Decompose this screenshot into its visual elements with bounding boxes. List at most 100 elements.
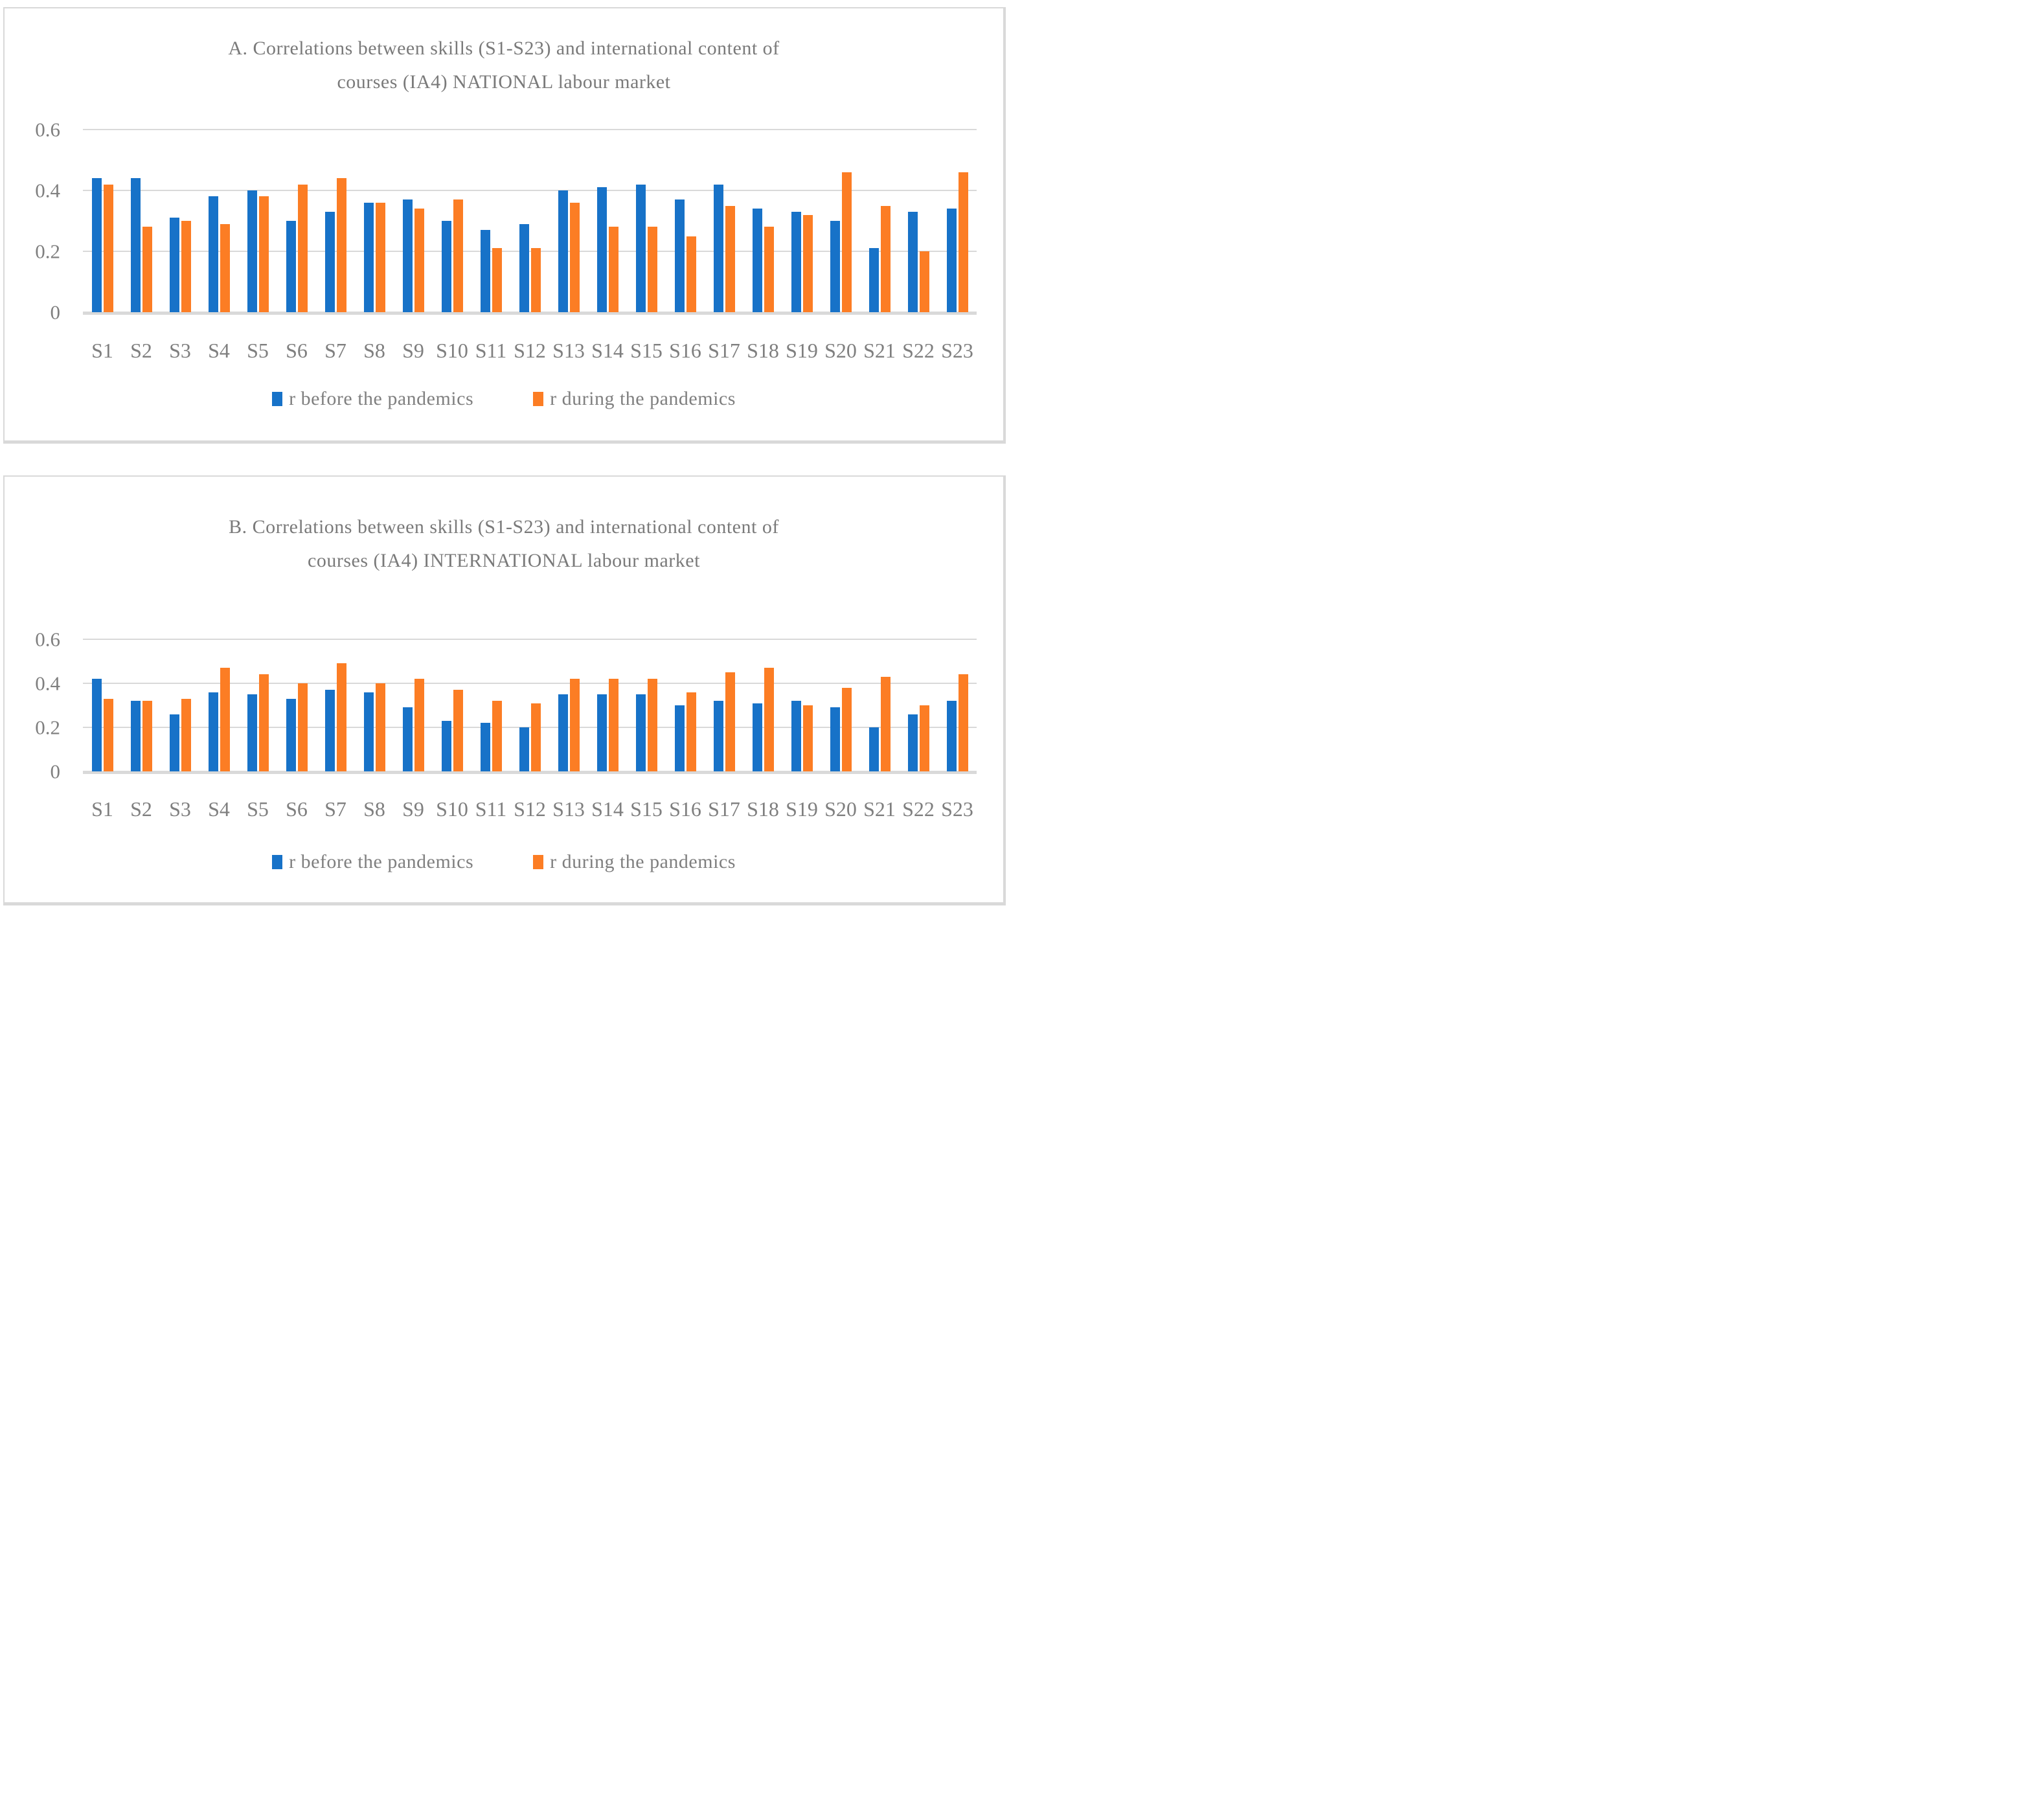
bar-S14-during <box>608 679 618 771</box>
x-label-S20: S20 <box>824 339 857 362</box>
x-label-S11: S11 <box>475 797 507 821</box>
legend-item-before: r before the pandemics <box>272 851 473 873</box>
bar-S21-before <box>868 248 879 312</box>
gridline-0.4 <box>83 190 977 191</box>
bar-S19-during <box>802 705 813 771</box>
bar-S8-during <box>375 683 385 771</box>
x-label-S10: S10 <box>436 797 468 821</box>
x-label-S1: S1 <box>91 339 113 362</box>
bar-S16-during <box>686 236 696 312</box>
gridline-0.2 <box>83 251 977 252</box>
bar-S23-during <box>958 674 968 771</box>
chart-a-title-line1: A. Correlations between skills (S1-S23) … <box>228 38 780 59</box>
bar-S18-during <box>764 668 774 771</box>
bar-S10-before <box>441 221 451 312</box>
bar-group-S11 <box>471 130 510 312</box>
legend-marker-before <box>272 855 283 869</box>
bar-group-S6 <box>277 639 316 771</box>
x-label-S6: S6 <box>286 797 308 821</box>
legend-marker-during <box>533 392 544 406</box>
bar-S18-during <box>764 227 774 312</box>
bar-group-S6 <box>277 130 316 312</box>
bar-S1-during <box>103 698 113 771</box>
bar-S8-before <box>363 202 374 312</box>
bar-S8-before <box>363 692 374 771</box>
bar-group-S20 <box>821 130 860 312</box>
bar-group-S10 <box>433 639 471 771</box>
bar-group-S20 <box>821 639 860 771</box>
bar-group-S8 <box>355 639 394 771</box>
bar-S14-before <box>596 694 607 771</box>
x-label-S21: S21 <box>863 797 896 821</box>
gridline-0.6 <box>83 129 977 130</box>
bar-S21-during <box>880 676 891 771</box>
legend: r before the pandemics r during the pand… <box>5 851 1003 873</box>
bar-S22-during <box>919 251 929 312</box>
bar-S17-before <box>713 184 723 312</box>
bar-S15-before <box>635 694 646 771</box>
bar-S4-before <box>208 692 218 771</box>
x-label-S23: S23 <box>941 797 973 821</box>
bar-S5-during <box>258 196 269 312</box>
bar-group-S10 <box>433 130 471 312</box>
legend-marker-during <box>533 855 544 869</box>
y-tick-0.6: 0.6 <box>35 118 60 141</box>
bar-S11-during <box>492 248 502 312</box>
y-tick-0.2: 0.2 <box>35 716 60 739</box>
bar-S6-before <box>286 221 296 312</box>
y-tick-0.6: 0.6 <box>35 628 60 651</box>
bar-S12-during <box>530 248 541 312</box>
bar-group-S15 <box>627 639 666 771</box>
bar-group-S13 <box>549 130 588 312</box>
x-label-S4: S4 <box>208 797 230 821</box>
bar-S5-during <box>258 674 269 771</box>
y-tick-0: 0 <box>50 760 61 783</box>
gridline-0.2 <box>83 726 977 728</box>
bar-S23-before <box>946 209 957 312</box>
bar-group-S22 <box>899 639 938 771</box>
legend-label-during: r during the pandemics <box>550 851 736 872</box>
x-label-S5: S5 <box>247 339 269 362</box>
plot-area: 0.6 0.4 0.2 0 <box>35 630 977 782</box>
bar-S12-before <box>519 727 529 771</box>
x-label-S7: S7 <box>324 339 346 362</box>
bar-S15-before <box>635 184 646 312</box>
bar-S18-before <box>752 703 762 771</box>
bar-S3-during <box>181 698 191 771</box>
chart-a-title-line2: courses (IA4) NATIONAL labour market <box>337 71 671 93</box>
x-label-S19: S19 <box>786 339 818 362</box>
bar-S17-before <box>713 701 723 771</box>
x-label-S7: S7 <box>324 797 346 821</box>
x-label-S17: S17 <box>708 797 740 821</box>
bar-group-S17 <box>705 130 743 312</box>
legend-item-during: r during the pandemics <box>533 388 736 410</box>
bar-group-S5 <box>238 130 277 312</box>
legend-item-before: r before the pandemics <box>272 388 473 410</box>
bar-group-S22 <box>899 130 938 312</box>
x-label-S9: S9 <box>402 797 424 821</box>
x-label-S19: S19 <box>786 797 818 821</box>
bar-S11-before <box>480 723 490 771</box>
legend-label-before: r before the pandemics <box>289 388 474 409</box>
bar-S19-before <box>791 701 801 771</box>
bar-S12-during <box>530 703 541 771</box>
bar-group-S8 <box>355 130 394 312</box>
bar-S17-during <box>725 205 735 312</box>
x-label-S20: S20 <box>824 797 857 821</box>
bar-group-S21 <box>860 130 899 312</box>
plot-area: 0.6 0.4 0.2 0 <box>35 120 977 323</box>
x-label-S18: S18 <box>747 797 779 821</box>
bar-group-S18 <box>743 130 782 312</box>
x-label-S2: S2 <box>130 797 152 821</box>
bar-group-S12 <box>510 130 549 312</box>
bar-S8-during <box>375 202 385 312</box>
bar-group-S13 <box>549 639 588 771</box>
bar-group-S19 <box>782 639 821 771</box>
bar-group-S3 <box>161 639 199 771</box>
bar-S20-before <box>830 707 840 771</box>
bar-S12-before <box>519 223 529 312</box>
x-label-S11: S11 <box>475 339 507 362</box>
x-label-S3: S3 <box>169 797 191 821</box>
x-label-S17: S17 <box>708 339 740 362</box>
x-label-S5: S5 <box>247 797 269 821</box>
